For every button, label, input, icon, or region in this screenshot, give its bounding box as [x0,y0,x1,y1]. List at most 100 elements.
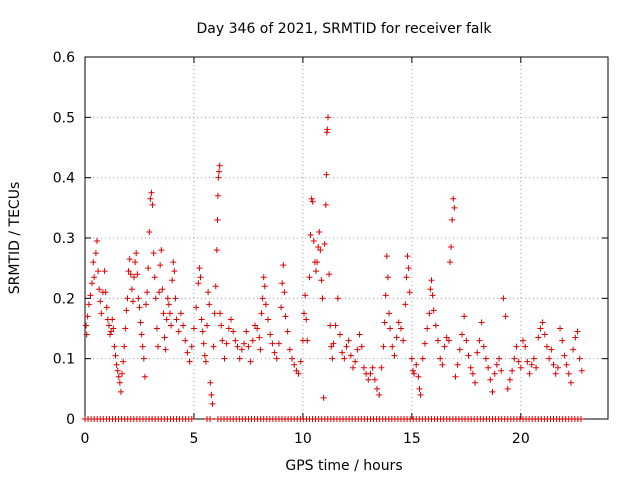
data-point [214,192,221,199]
data-point [115,373,122,380]
data-point [563,361,570,368]
y-axis-label: SRMTID / TECUs [7,182,23,295]
data-point [301,310,308,317]
data-point [537,325,544,332]
data-point [245,343,252,350]
data-point [195,280,202,287]
data-point [238,346,245,353]
data-point [279,280,286,287]
data-point [405,265,412,272]
data-point [426,310,433,317]
data-point [137,319,144,326]
data-point [265,316,272,323]
data-point [384,274,391,281]
data-point [135,295,142,302]
data-point [334,295,341,302]
data-point [513,343,520,350]
data-point [134,271,141,278]
data-point [347,352,354,359]
data-point [247,358,254,365]
data-point [289,355,296,362]
data-point [105,322,112,329]
data-point [251,322,258,329]
data-point [526,370,533,377]
data-point [126,256,133,263]
data-point [451,204,458,211]
data-point [326,271,333,278]
data-point [138,331,145,338]
data-point [472,379,479,386]
x-tick-label: 5 [189,431,198,447]
data-point [256,334,263,341]
data-point [260,274,267,281]
data-point [163,316,170,323]
data-point [463,337,470,344]
data-point [456,346,463,353]
data-point [402,301,409,308]
data-point [83,322,90,329]
data-point [160,310,167,317]
data-point [415,373,422,380]
data-point [98,310,105,317]
data-point [216,162,223,169]
data-point [161,334,168,341]
data-point [193,304,200,311]
data-point [454,361,461,368]
y-tick-label: 0 [66,412,75,428]
data-point [295,370,302,377]
data-point [409,367,416,374]
data-point [198,316,205,323]
data-point [376,391,383,398]
data-point [310,238,317,245]
data-point [356,331,363,338]
data-point [365,376,372,383]
data-point [500,295,507,302]
data-point [155,343,162,350]
data-points [83,114,585,407]
data-point [186,358,193,365]
data-point [293,367,300,374]
data-point [232,337,239,344]
data-point [354,346,361,353]
data-point [84,313,91,320]
data-point [395,319,402,326]
data-point [321,241,328,248]
data-point [319,295,326,302]
data-point [546,355,553,362]
data-point [223,340,230,347]
data-point [445,337,452,344]
data-point [241,340,248,347]
data-point [411,370,418,377]
data-point [261,283,268,290]
data-point [152,295,159,302]
data-point [228,316,235,323]
data-point [522,343,529,350]
data-point [343,343,350,350]
data-point [109,316,116,323]
data-point [120,358,127,365]
data-point [119,370,126,377]
data-point [210,343,217,350]
data-point [565,370,572,377]
data-point [114,367,121,374]
data-point [291,361,298,368]
data-point [121,343,128,350]
data-point [543,343,550,350]
data-point [200,340,207,347]
data-point [236,355,243,362]
data-point [548,346,555,353]
data-point [315,244,322,251]
data-point [215,174,222,181]
data-point [139,343,146,350]
data-point [131,274,138,281]
data-point [278,304,285,311]
data-point [302,292,309,299]
data-point [91,274,98,281]
data-point [550,361,557,368]
data-point [358,343,365,350]
data-point [443,334,450,341]
data-point [150,250,157,257]
data-point [93,238,100,245]
y-tick-label: 0.2 [53,291,75,307]
